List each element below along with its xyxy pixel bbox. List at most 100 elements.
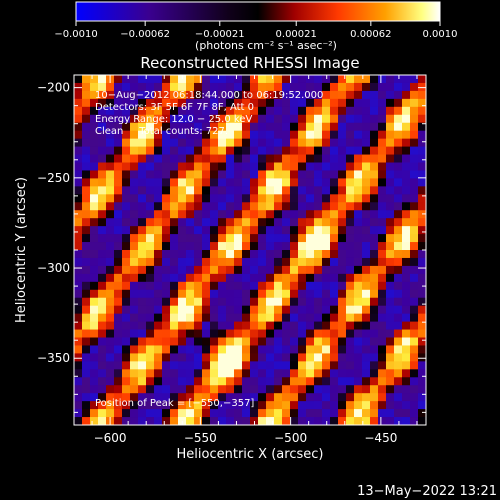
heat-cell <box>186 257 195 267</box>
heat-cell <box>370 98 379 108</box>
heat-cell <box>146 250 155 259</box>
heat-cell <box>250 393 259 402</box>
heat-cell <box>266 98 275 108</box>
heat-cell <box>98 305 107 315</box>
heat-cell <box>130 385 139 394</box>
heat-cell <box>226 385 235 394</box>
heat-cell <box>250 313 259 323</box>
heat-cell <box>186 377 195 386</box>
heat-cell <box>394 417 403 425</box>
heat-cell <box>338 234 347 243</box>
heat-cell <box>82 162 91 172</box>
heat-cell <box>314 178 323 187</box>
heat-cell <box>210 313 219 323</box>
heat-cell <box>186 361 195 370</box>
heat-cell <box>82 234 91 243</box>
heat-cell <box>314 130 323 140</box>
heat-cell <box>362 361 371 370</box>
heat-cell <box>322 409 331 418</box>
heat-cell <box>338 218 347 227</box>
heat-cell <box>130 337 139 347</box>
heat-cell <box>234 273 243 283</box>
heat-cell <box>146 257 155 267</box>
heat-cell <box>418 178 426 187</box>
heat-cell <box>410 313 419 323</box>
heat-cell <box>170 393 179 402</box>
heat-cell <box>186 401 195 410</box>
heat-cell <box>394 234 403 243</box>
heat-cell <box>202 75 211 84</box>
heat-cell <box>162 138 171 148</box>
heat-cell <box>170 385 179 394</box>
heat-cell <box>82 75 91 84</box>
heat-cell <box>130 178 139 187</box>
heat-cell <box>362 90 371 100</box>
heat-cell <box>202 202 211 211</box>
heat-cell <box>226 313 235 323</box>
heat-cell <box>74 162 83 172</box>
heat-cell <box>186 162 195 172</box>
heat-cell <box>82 226 91 235</box>
heat-cell <box>378 409 387 418</box>
heat-cell <box>402 385 411 394</box>
heat-cell <box>362 305 371 315</box>
heat-cell <box>178 265 187 275</box>
heat-cell <box>386 353 395 362</box>
heat-cell <box>194 75 203 84</box>
heat-cell <box>130 162 139 172</box>
heat-cell <box>354 98 363 108</box>
heat-cell <box>394 90 403 100</box>
heat-cell <box>218 345 227 355</box>
heat-cell <box>74 289 83 299</box>
heat-cell <box>210 234 219 243</box>
heat-cell <box>266 265 275 275</box>
heat-cell <box>74 154 83 164</box>
heat-cell <box>106 154 115 164</box>
heat-cell <box>146 170 155 180</box>
heat-cell <box>250 257 259 267</box>
heat-cell <box>418 234 426 243</box>
heat-cell <box>410 106 419 116</box>
heat-cell <box>122 194 131 203</box>
heat-cell <box>410 75 419 84</box>
heat-cell <box>234 385 243 394</box>
heat-cell <box>282 138 291 148</box>
heat-cell <box>410 186 419 195</box>
heat-cell <box>418 321 426 331</box>
heat-cell <box>370 369 379 378</box>
heat-cell <box>362 353 371 362</box>
heat-cell <box>370 313 379 323</box>
heat-cell <box>226 297 235 307</box>
heat-cell <box>298 353 307 362</box>
heat-cell <box>90 130 99 140</box>
heat-cell <box>82 329 91 339</box>
heat-cell <box>210 226 219 235</box>
heat-cell <box>202 210 211 219</box>
heat-cell <box>122 114 131 124</box>
heat-cell <box>370 162 379 172</box>
heat-cell <box>194 218 203 227</box>
heat-cell <box>386 305 395 315</box>
heat-cell <box>122 313 131 323</box>
heat-cell <box>346 265 355 275</box>
heat-cell <box>386 146 395 156</box>
heat-cell <box>218 122 227 132</box>
heat-cell <box>258 75 267 84</box>
heat-cell <box>378 146 387 156</box>
heat-cell <box>418 90 426 100</box>
heat-cell <box>146 82 155 92</box>
heat-cell <box>354 178 363 187</box>
heat-cell <box>138 313 147 323</box>
heat-cell <box>274 329 283 339</box>
heat-cell <box>130 313 139 323</box>
heat-cell <box>162 273 171 283</box>
heat-cell <box>298 257 307 267</box>
heat-cell <box>386 265 395 275</box>
heat-cell <box>370 417 379 425</box>
heat-cell <box>138 250 147 259</box>
heat-cell <box>250 154 259 164</box>
heat-cell <box>242 369 251 378</box>
heat-cell <box>178 401 187 410</box>
heat-cell <box>338 401 347 410</box>
heat-cell <box>170 297 179 307</box>
